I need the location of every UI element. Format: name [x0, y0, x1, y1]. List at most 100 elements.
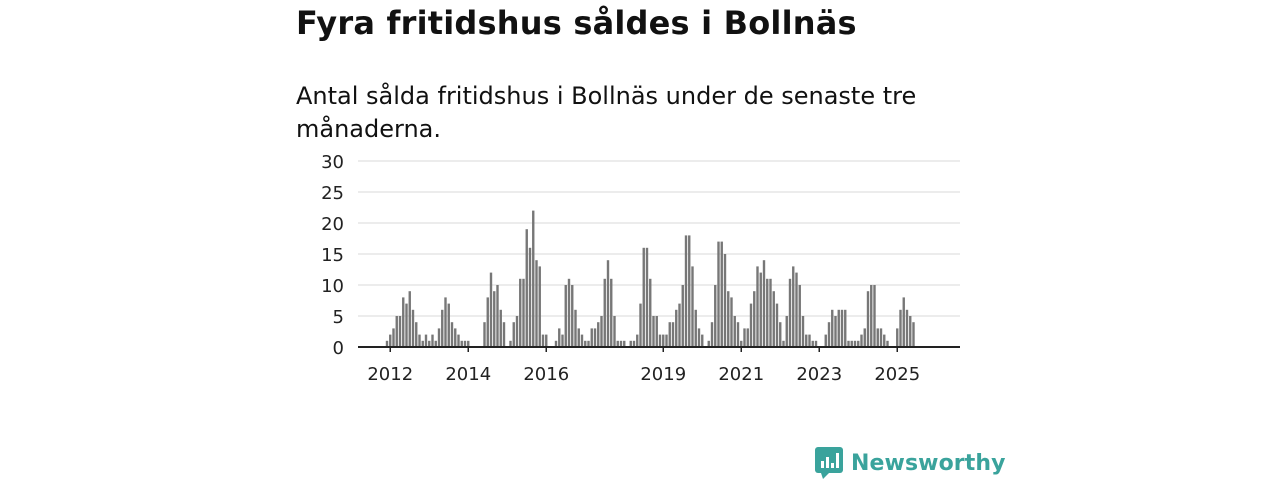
bar: [636, 334, 639, 347]
bar: [629, 340, 632, 347]
bar: [493, 291, 496, 347]
bar: [850, 340, 853, 347]
bar: [720, 241, 723, 347]
bar: [837, 309, 840, 347]
bar: [775, 303, 779, 347]
chart-title: Fyra fritidshus såldes i Bollnäs: [296, 4, 857, 42]
bar: [723, 254, 727, 347]
bar: [746, 328, 749, 347]
bar: [574, 309, 577, 347]
bar: [561, 334, 564, 347]
bar: [437, 328, 441, 347]
x-tick-label: 2016: [523, 364, 569, 385]
bar: [870, 285, 873, 347]
bar: [415, 322, 418, 347]
y-axis: 0 5 10 15 20 25 30: [321, 152, 344, 359]
bar: [554, 340, 558, 347]
bar: [827, 322, 831, 347]
bar: [590, 328, 593, 347]
bar: [522, 278, 525, 347]
bar: [814, 340, 818, 347]
bar: [788, 278, 792, 347]
bar: [509, 340, 512, 347]
y-tick-label: 20: [321, 214, 344, 235]
bar: [567, 278, 571, 347]
bar: [883, 334, 886, 347]
bar: [909, 316, 912, 347]
bar: [792, 266, 795, 347]
x-tick-label: 2014: [445, 364, 491, 385]
bar: [519, 278, 522, 347]
bar: [766, 278, 769, 347]
bar: [863, 328, 866, 347]
x-axis: 2012 2014 2016 2019 2021 2023 2025: [358, 346, 960, 385]
bar: [857, 340, 860, 347]
bar: [512, 322, 515, 347]
bar: [580, 334, 584, 347]
bar: [727, 291, 730, 347]
bar: [600, 316, 603, 347]
bar: [606, 260, 610, 347]
bar: [454, 328, 457, 347]
bar: [808, 334, 811, 347]
bar: [421, 340, 424, 347]
newsworthy-logo[interactable]: Newsworthy: [815, 447, 1006, 479]
y-tick-label: 15: [321, 245, 344, 266]
bar: [707, 340, 710, 347]
bar: [678, 303, 681, 347]
bar: [905, 309, 909, 347]
bar: [782, 340, 785, 347]
y-tick-label: 10: [321, 276, 344, 297]
bar: [392, 328, 395, 347]
bar: [694, 309, 697, 347]
bar: [541, 334, 545, 347]
bar: [418, 334, 421, 347]
bar: [714, 285, 717, 347]
bar: [795, 272, 798, 347]
bar: [486, 297, 489, 347]
bar: [649, 278, 652, 347]
bar: [496, 285, 499, 347]
x-tick-label: 2025: [874, 364, 920, 385]
bar: [876, 328, 879, 347]
bars: [385, 210, 915, 347]
bar: [545, 334, 548, 347]
bar: [798, 285, 801, 347]
bar: [733, 316, 736, 347]
y-tick-label: 25: [321, 183, 344, 204]
brand-name: Newsworthy: [851, 450, 1006, 476]
bar: [866, 291, 870, 347]
bar: [564, 285, 567, 347]
bar: [584, 340, 587, 347]
bar: [853, 340, 857, 347]
bar: [671, 322, 675, 347]
bar: [431, 334, 434, 347]
highlight-value-label: 4: [914, 0, 925, 5]
newsworthy-logo-icon: [815, 447, 843, 479]
bar: [525, 229, 528, 347]
bar: [467, 340, 470, 347]
bar: [691, 266, 694, 347]
bar: [645, 247, 649, 347]
bar: [499, 309, 502, 347]
bar: [840, 309, 844, 347]
bar: [441, 309, 444, 347]
bar: [434, 340, 437, 347]
bar: [811, 340, 814, 347]
bar: [743, 328, 746, 347]
bar: [528, 247, 532, 347]
bar: [447, 303, 450, 347]
bar: [740, 340, 743, 347]
bar: [408, 291, 411, 347]
bar: [753, 291, 756, 347]
bar: [779, 322, 782, 347]
bar: [896, 328, 899, 347]
bar: [395, 316, 398, 347]
bar: [668, 322, 671, 347]
bar: [577, 328, 580, 347]
bar: [912, 322, 915, 347]
x-tick-label: 2023: [796, 364, 842, 385]
bar: [805, 334, 808, 347]
bar: [675, 309, 678, 347]
bar: [762, 260, 766, 347]
